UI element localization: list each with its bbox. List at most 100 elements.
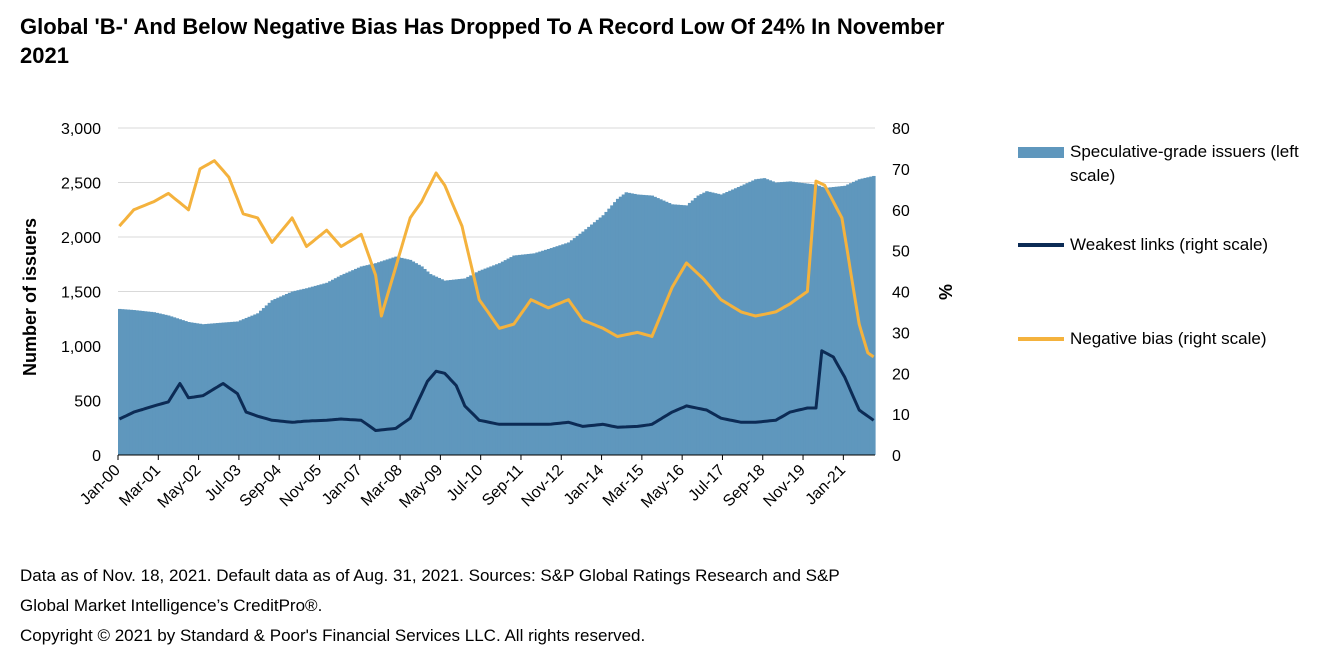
issuer-bar <box>307 287 312 455</box>
issuer-bar <box>204 323 208 455</box>
issuer-bar <box>814 184 819 455</box>
footnote-line: Data as of Nov. 18, 2021. Default data a… <box>20 566 840 585</box>
issuer-bar <box>733 188 738 455</box>
issuer-bar <box>682 205 686 455</box>
issuer-bar <box>667 203 672 455</box>
issuer-bar <box>509 257 513 455</box>
issuer-bar <box>296 290 300 455</box>
issuer-bar <box>780 182 784 455</box>
issuer-bar <box>849 183 853 455</box>
issuer-bar <box>854 180 859 456</box>
x-tick-label: Nov-12 <box>519 462 568 511</box>
x-tick-label: Nov-05 <box>277 462 326 511</box>
issuer-bar <box>408 259 413 455</box>
issuer-bar <box>742 184 747 455</box>
issuer-bar <box>722 193 726 456</box>
line-series <box>118 159 875 432</box>
issuer-bar <box>558 245 562 455</box>
issuer-bar <box>575 235 580 455</box>
issuer-bar <box>161 314 165 455</box>
issuer-bar <box>368 264 372 455</box>
issuer-bar <box>765 179 770 456</box>
issuer-bar <box>474 272 479 455</box>
issuer-bar <box>564 243 568 455</box>
issuer-bar <box>647 195 652 456</box>
issuer-bar <box>480 269 485 455</box>
issuer-bar <box>670 204 675 455</box>
issuer-bar <box>178 319 182 455</box>
issuer-bar <box>526 253 531 455</box>
issuer-bar <box>446 280 450 455</box>
issuer-bar <box>777 182 781 455</box>
issuer-bar <box>624 192 629 455</box>
issuer-bar <box>126 309 131 455</box>
left-axis-title: Number of issuers <box>20 218 40 376</box>
issuer-bar <box>141 310 145 455</box>
issuer-bar <box>823 187 827 455</box>
issuer-bar <box>394 256 398 455</box>
issuer-bar <box>808 183 813 455</box>
issuer-bar <box>477 270 482 455</box>
issuer-bar <box>325 282 329 455</box>
right-tick-label: 10 <box>892 407 910 424</box>
issuer-bar <box>362 265 367 455</box>
issuer-bar <box>495 264 499 455</box>
issuer-bar <box>224 322 228 455</box>
issuer-bar <box>284 293 289 455</box>
issuer-bar <box>287 292 292 455</box>
issuer-bar <box>279 296 283 455</box>
issuer-bar <box>466 276 470 455</box>
issuer-bar <box>463 278 467 455</box>
issuer-bar <box>388 258 393 455</box>
issuer-bar <box>221 322 226 455</box>
issuer-bar <box>440 279 444 455</box>
issuer-bar <box>472 273 476 455</box>
issuer-bar <box>805 183 810 455</box>
issuer-bar <box>630 193 634 455</box>
issuer-bar <box>264 305 269 455</box>
issuer-bar <box>811 184 816 455</box>
issuer-bar <box>391 257 395 455</box>
issuer-bar <box>236 321 240 455</box>
issuer-bar <box>374 263 378 455</box>
issuer-bar <box>529 253 534 455</box>
legend-swatch-bar <box>1018 147 1064 158</box>
issuer-bar <box>535 252 539 455</box>
issuer-bar <box>489 266 493 455</box>
issuer-bar <box>460 278 464 455</box>
issuer-bar <box>302 288 306 455</box>
x-tick-label: May-02 <box>155 462 205 512</box>
left-tick-label: 3,000 <box>61 121 101 138</box>
issuer-bar <box>135 310 139 455</box>
footnote-line: Copyright © 2021 by Standard & Poor's Fi… <box>20 626 646 645</box>
issuer-bar <box>791 181 796 455</box>
right-axis-title: % <box>935 284 955 300</box>
issuer-bar <box>259 310 263 455</box>
issuer-bar <box>152 312 157 455</box>
legend-label: Speculative-grade issuers (left scale) <box>1070 142 1299 185</box>
issuer-bar <box>546 248 551 455</box>
issuer-bar <box>414 263 418 455</box>
legend-swatch-line <box>1018 337 1064 341</box>
issuer-bar <box>492 265 496 455</box>
issuer-bar <box>411 261 416 455</box>
issuer-bar <box>146 311 151 455</box>
issuer-bar <box>797 182 801 455</box>
issuer-bar <box>592 222 597 455</box>
issuer-bar <box>469 275 473 455</box>
issuer-bar <box>587 226 591 455</box>
issuer-bar <box>676 204 680 455</box>
issuer-bar <box>728 190 732 455</box>
issuer-bar <box>192 322 197 455</box>
issuer-bar <box>690 200 695 455</box>
issuer-bar <box>431 275 436 455</box>
x-tick-label: Sep-11 <box>479 462 527 510</box>
issuer-bar <box>365 265 370 455</box>
issuer-bar <box>860 178 865 455</box>
issuer-bar <box>143 311 148 455</box>
right-tick-label: 30 <box>892 325 910 342</box>
x-tick-label: Sep-04 <box>237 462 286 511</box>
issuer-bar <box>621 194 626 456</box>
legend-item-negative-bias: Negative bias (right scale) <box>1018 327 1310 351</box>
issuer-bar <box>598 217 603 455</box>
